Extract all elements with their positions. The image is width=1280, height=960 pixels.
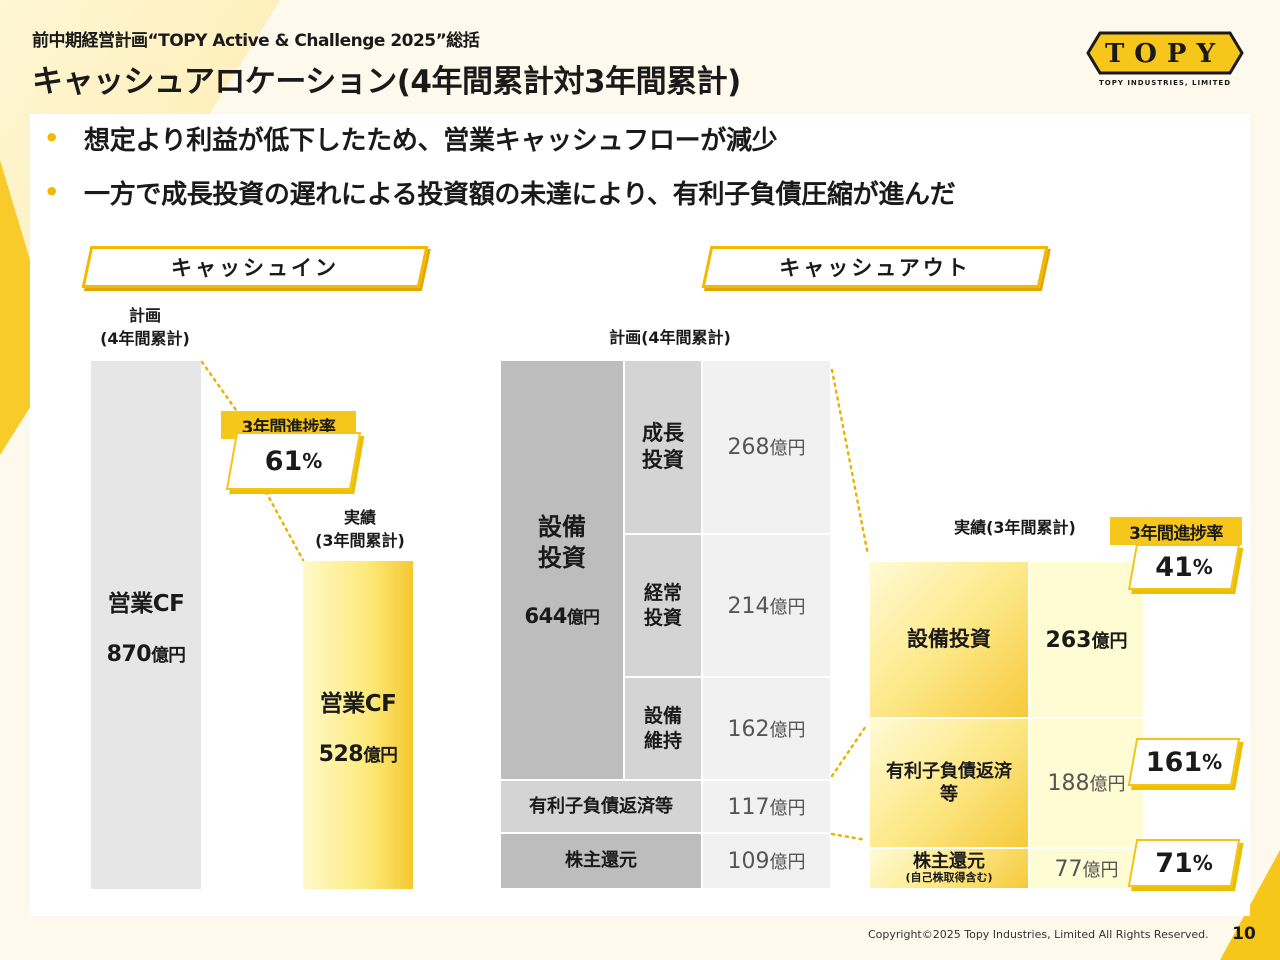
cash-in-progress-value: 61% — [264, 445, 323, 477]
actual-debt-value-cell: 188億円 — [1030, 719, 1143, 847]
plan-shareholder-value: 109億円 — [727, 849, 806, 874]
plan-debt-value: 117億円 — [727, 794, 806, 820]
actual-shareholder-value-cell: 77億円 — [1030, 849, 1143, 888]
plan-capex-value: 644億円 — [524, 604, 600, 629]
plan-growth-label: 成長 投資 — [642, 420, 684, 472]
actual-capex-value-cell: 263億円 — [1030, 562, 1143, 717]
capex-progress-value: 41% — [1155, 551, 1213, 583]
plan-debt-value-cell: 117億円 — [703, 781, 830, 832]
bullet-dot: • — [44, 178, 60, 206]
corner-decoration-bottom — [1220, 850, 1280, 960]
plan-ordinary-value-cell: 214億円 — [703, 535, 830, 676]
actual-label-line1: 実績 — [343, 508, 376, 527]
bullet-item: • 一方で成長投資の遅れによる投資額の未達により、有利子負債圧縮が進んだ — [44, 172, 956, 212]
actual-label-line2: (3年間累計) — [315, 531, 405, 551]
plan-maintenance-value: 162億円 — [727, 716, 806, 742]
actual-operating-cf-label: 営業CF — [319, 690, 397, 717]
page-subtitle: 前中期経営計画“TOPY Active & Challenge 2025”総括 — [32, 31, 480, 51]
topy-logo: TOPY — [1086, 31, 1244, 75]
debt-progress-value: 161% — [1145, 746, 1223, 778]
plan-label-line2: (4年間累計) — [100, 329, 190, 349]
plan-growth-value: 268億円 — [727, 435, 806, 460]
copyright: Copyright©2025 Topy Industries, Limited … — [868, 928, 1209, 941]
plan-maintenance-cell: 設備 維持 — [625, 678, 701, 779]
shareholder-progress-value: 71% — [1155, 847, 1213, 879]
plan-ordinary-cell: 経常 投資 — [625, 535, 701, 676]
plan-growth-cell: 成長 投資 — [625, 361, 701, 533]
bullet-text: 想定より利益が低下したため、営業キャッシュフローが減少 — [84, 125, 778, 156]
plan-operating-cf-value: 870億円 — [106, 641, 186, 667]
plan-debt-label: 有利子負債返済等 — [529, 795, 673, 817]
plan-maintenance-value-cell: 162億円 — [703, 678, 830, 779]
bullet-text: 一方で成長投資の遅れによる投資額の未達により、有利子負債圧縮が進んだ — [84, 179, 956, 210]
plan-capex-cell: 設備 投資 644億円 — [501, 361, 623, 779]
actual-capex-label: 設備投資 — [907, 626, 991, 651]
actual-debt-value: 188億円 — [1047, 771, 1126, 796]
bullet-dot: • — [44, 124, 60, 152]
cash-out-header: キャッシュアウト — [779, 256, 971, 280]
cash-out-progress-tag: 3年間進捗率 — [1110, 517, 1242, 545]
plan-operating-cf-bar: 営業CF 870億円 — [91, 361, 201, 889]
plan-shareholder-label: 株主還元 — [565, 850, 637, 872]
actual-shareholder-cell: 株主還元 (自己株取得含む) — [870, 849, 1028, 888]
plan-growth-value-cell: 268億円 — [703, 361, 830, 533]
bullet-item: • 想定より利益が低下したため、営業キャッシュフローが減少 — [44, 118, 778, 158]
plan-debt-cell: 有利子負債返済等 — [501, 781, 701, 832]
logo-tagline: TOPY INDUSTRIES, LIMITED — [1098, 79, 1232, 87]
actual-capex-value: 263億円 — [1045, 627, 1128, 653]
plan-shareholder-value-cell: 109億円 — [703, 834, 830, 888]
actual-debt-label: 有利子負債返済 等 — [886, 760, 1012, 805]
plan-capex-label: 設備 投資 — [538, 512, 586, 572]
page-number: 10 — [1232, 924, 1256, 944]
actual-shareholder-sublabel: (自己株取得含む) — [905, 870, 993, 884]
actual-capex-cell: 設備投資 — [870, 562, 1028, 717]
plan-maintenance-label: 設備 維持 — [643, 704, 682, 752]
cash-out-actual-label: 実績(3年間累計) — [954, 518, 1076, 537]
plan-ordinary-value: 214億円 — [727, 593, 806, 619]
plan-shareholder-cell: 株主還元 — [501, 834, 701, 888]
actual-shareholder-value: 77億円 — [1054, 856, 1119, 882]
svg-text:TOPY: TOPY — [1105, 39, 1225, 69]
cash-in-plan-label: 計画 (4年間累計) — [70, 304, 220, 350]
actual-shareholder-label: 株主還元 — [913, 851, 985, 872]
cash-in-actual-label: 実績 (3年間累計) — [285, 506, 435, 552]
plan-label-line1: 計画 — [128, 306, 161, 325]
plan-ordinary-label: 経常 投資 — [643, 581, 682, 629]
cash-in-header: キャッシュイン — [171, 256, 339, 280]
actual-operating-cf-value: 528億円 — [318, 741, 398, 767]
page-title: キャッシュアロケーション(4年間累計対3年間累計) — [32, 64, 741, 100]
cash-out-plan-label: 計画(4年間累計) — [609, 328, 731, 347]
plan-operating-cf-label: 営業CF — [107, 590, 185, 617]
actual-debt-cell: 有利子負債返済 等 — [870, 719, 1028, 847]
actual-operating-cf-bar: 営業CF 528億円 — [303, 561, 413, 889]
